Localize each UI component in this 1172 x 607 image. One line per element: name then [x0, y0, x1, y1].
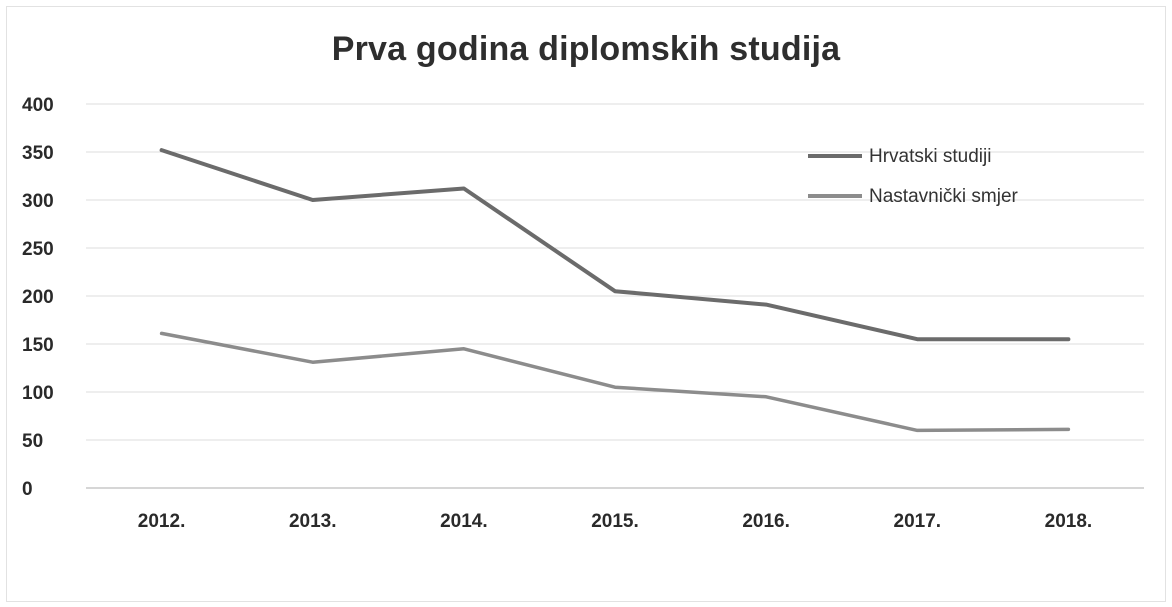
legend-label: Nastavnički smjer — [869, 186, 1019, 207]
x-tick-label: 2013. — [289, 511, 337, 532]
x-tick-label: 2016. — [742, 511, 790, 532]
legend: Hrvatski studiji Nastavnički smjer — [808, 146, 1019, 207]
x-tick-label: 2018. — [1045, 511, 1093, 532]
y-tick-label: 300 — [22, 191, 54, 212]
series-lines — [159, 148, 1071, 433]
x-tick-label: 2012. — [138, 511, 186, 532]
series-line-1 — [159, 148, 1071, 342]
chart-frame — [6, 6, 1166, 602]
series-line-2 — [159, 331, 1071, 433]
y-tick-label: 250 — [22, 239, 54, 260]
y-tick-label: 350 — [22, 143, 54, 164]
x-tick-label: 2014. — [440, 511, 488, 532]
legend-label: Hrvatski studiji — [869, 146, 991, 167]
y-tick-label: 400 — [22, 95, 54, 116]
y-tick-label: 100 — [22, 383, 54, 404]
x-axis-ticks: 2012. 2013. 2014. 2015. 2016. 2017. 2018. — [138, 511, 1092, 532]
chart-title: Prva godina diplomskih studija — [331, 30, 841, 68]
y-tick-label: 50 — [22, 431, 43, 452]
x-tick-label: 2015. — [591, 511, 639, 532]
y-axis-ticks: 0 50 100 150 200 250 300 350 400 — [22, 95, 54, 500]
y-tick-label: 200 — [22, 287, 54, 308]
x-tick-label: 2017. — [894, 511, 942, 532]
grid-lines — [86, 103, 1144, 489]
y-tick-label: 0 — [22, 479, 33, 500]
y-tick-label: 150 — [22, 335, 54, 356]
